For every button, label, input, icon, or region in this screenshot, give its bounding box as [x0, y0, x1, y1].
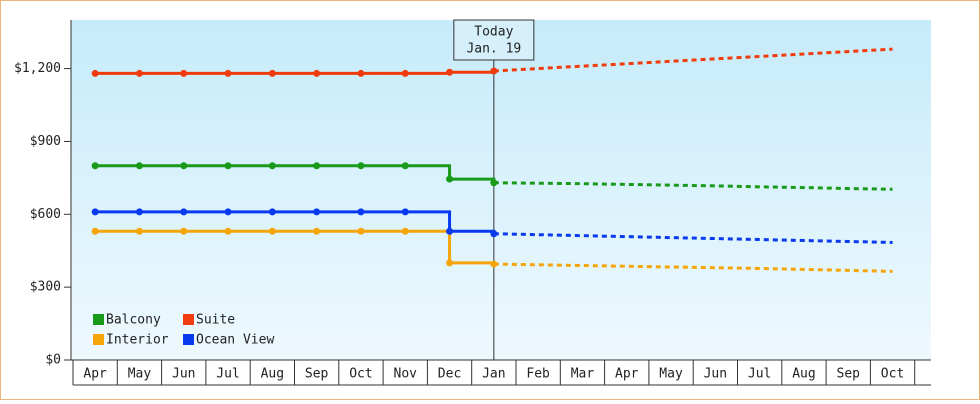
point: [180, 162, 188, 170]
point: [224, 227, 232, 235]
x-tick-label: Jan: [482, 367, 505, 382]
point: [357, 227, 365, 235]
legend-label: Interior: [106, 333, 169, 348]
x-tick-label: Aug: [261, 367, 284, 382]
point: [268, 208, 276, 216]
point: [180, 227, 188, 235]
point: [446, 68, 454, 76]
forecast-line: [493, 181, 893, 191]
point: [357, 69, 365, 77]
x-tick-label: Oct: [349, 367, 372, 382]
legend-swatch: [183, 334, 194, 345]
legend-swatch: [93, 334, 104, 345]
step-line: [95, 164, 496, 183]
point: [91, 162, 99, 170]
legend-swatch: [183, 314, 194, 325]
point: [180, 69, 188, 77]
point: [180, 208, 188, 216]
point: [401, 208, 409, 216]
point: [357, 162, 365, 170]
forecast-line: [493, 232, 893, 244]
y-tick-label: $900: [30, 134, 61, 149]
point: [313, 227, 321, 235]
point: [135, 69, 143, 77]
y-tick-label: $1,200: [14, 61, 61, 76]
x-tick-label: Aug: [792, 367, 815, 382]
x-tick-label: Jul: [748, 367, 771, 382]
x-tick-label: Sep: [837, 367, 861, 382]
point: [268, 69, 276, 77]
point: [91, 69, 99, 77]
x-tick-label: Apr: [83, 367, 107, 382]
legend-label: Ocean View: [196, 333, 274, 348]
step-line: [95, 229, 496, 265]
point: [91, 208, 99, 216]
point: [446, 227, 454, 235]
point: [401, 162, 409, 170]
point: [135, 162, 143, 170]
point: [357, 208, 365, 216]
x-tick-label: Nov: [394, 367, 418, 382]
point: [268, 227, 276, 235]
point: [135, 227, 143, 235]
point: [401, 69, 409, 77]
point: [313, 69, 321, 77]
legend-swatch: [93, 314, 104, 325]
legend-label: Suite: [196, 313, 235, 328]
point: [490, 67, 498, 75]
point: [446, 259, 454, 267]
today-label: Today: [474, 25, 513, 40]
point: [268, 162, 276, 170]
point: [135, 208, 143, 216]
point: [224, 208, 232, 216]
forecast-line: [493, 47, 893, 73]
point: [313, 208, 321, 216]
forecast-line: [493, 262, 893, 273]
point: [224, 69, 232, 77]
x-tick-label: Oct: [881, 367, 904, 382]
x-tick-label: Jun: [704, 367, 727, 382]
point: [91, 227, 99, 235]
x-tick-label: Jun: [172, 367, 195, 382]
point: [490, 260, 498, 268]
today-label: Jan. 19: [466, 42, 521, 57]
y-tick-label: $0: [45, 353, 61, 368]
x-tick-label: Dec: [438, 367, 461, 382]
x-tick-label: May: [128, 367, 152, 382]
x-tick-label: Jul: [216, 367, 239, 382]
x-tick-label: Feb: [526, 367, 550, 382]
plot-area: [71, 20, 931, 360]
point: [313, 162, 321, 170]
point: [446, 175, 454, 183]
x-tick-label: Apr: [615, 367, 639, 382]
y-tick-label: $600: [30, 207, 61, 222]
step-line: [95, 210, 496, 234]
x-tick-label: Sep: [305, 367, 329, 382]
today-box: [453, 19, 535, 61]
legend-label: Balcony: [106, 313, 161, 328]
point: [490, 179, 498, 187]
y-tick-label: $300: [30, 280, 61, 295]
x-tick-label: Mar: [571, 367, 595, 382]
x-tick-label: May: [659, 367, 683, 382]
point: [224, 162, 232, 170]
point: [490, 230, 498, 238]
point: [401, 227, 409, 235]
step-line: [95, 70, 496, 75]
